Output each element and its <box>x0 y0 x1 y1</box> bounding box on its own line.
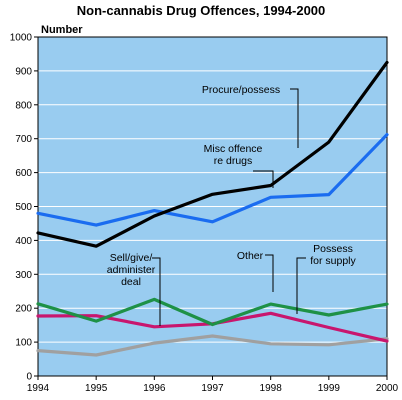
x-tick-label: 1996 <box>143 383 166 394</box>
y-tick-label: 900 <box>15 66 32 77</box>
x-tick-label: 1995 <box>85 383 108 394</box>
series-line-other <box>36 297 389 327</box>
x-tick-label: 2000 <box>376 383 399 394</box>
y-tick-label: 100 <box>15 338 32 349</box>
series-lines <box>36 60 389 357</box>
x-tick-label: 1999 <box>318 383 341 394</box>
y-tick-label: 500 <box>15 202 32 213</box>
axes: 0 100 200 300 400 500 600 700 800 900 1000 1994 1995… <box>10 33 399 395</box>
annotation-leader <box>290 88 299 148</box>
plot-border <box>37 36 388 377</box>
annotation-label: Sell/give/administer deal <box>107 252 156 288</box>
annotation-leader <box>152 257 161 326</box>
annotation-leader <box>253 170 274 188</box>
annotations: Procure/possess Misc offence re drugs Sell/… <box>107 84 357 326</box>
y-tick-label: 600 <box>15 168 32 179</box>
x-tick-label: 1994 <box>27 383 50 394</box>
series-line-procure-possess <box>36 60 389 248</box>
y-tick-label: 700 <box>15 134 32 145</box>
y-tick-label: 300 <box>15 270 32 281</box>
chart-title: Non-cannabis Drug Offences, 1994-2000 <box>77 3 326 18</box>
annotation-label: Other <box>237 250 264 262</box>
annotation-leader <box>296 257 306 314</box>
x-tick-label: 1997 <box>201 383 224 394</box>
y-axis-label: Number <box>41 24 83 36</box>
annotation-label: Possess for supply <box>310 243 356 267</box>
annotation-leader <box>265 254 274 292</box>
y-tick-label: 0 <box>26 372 32 383</box>
series-line-misc-offence-re-drugs <box>36 133 389 227</box>
y-tick-label: 1000 <box>10 33 33 44</box>
annotation-label: Procure/possess <box>202 84 280 96</box>
y-tick-label: 400 <box>15 236 32 247</box>
annotation-label: Misc offence re drugs <box>204 143 263 167</box>
x-tick-label: 1998 <box>260 383 283 394</box>
y-tick-label: 200 <box>15 304 32 315</box>
y-tick-label: 800 <box>15 100 32 111</box>
series-line-possess-for-supply <box>36 334 389 357</box>
